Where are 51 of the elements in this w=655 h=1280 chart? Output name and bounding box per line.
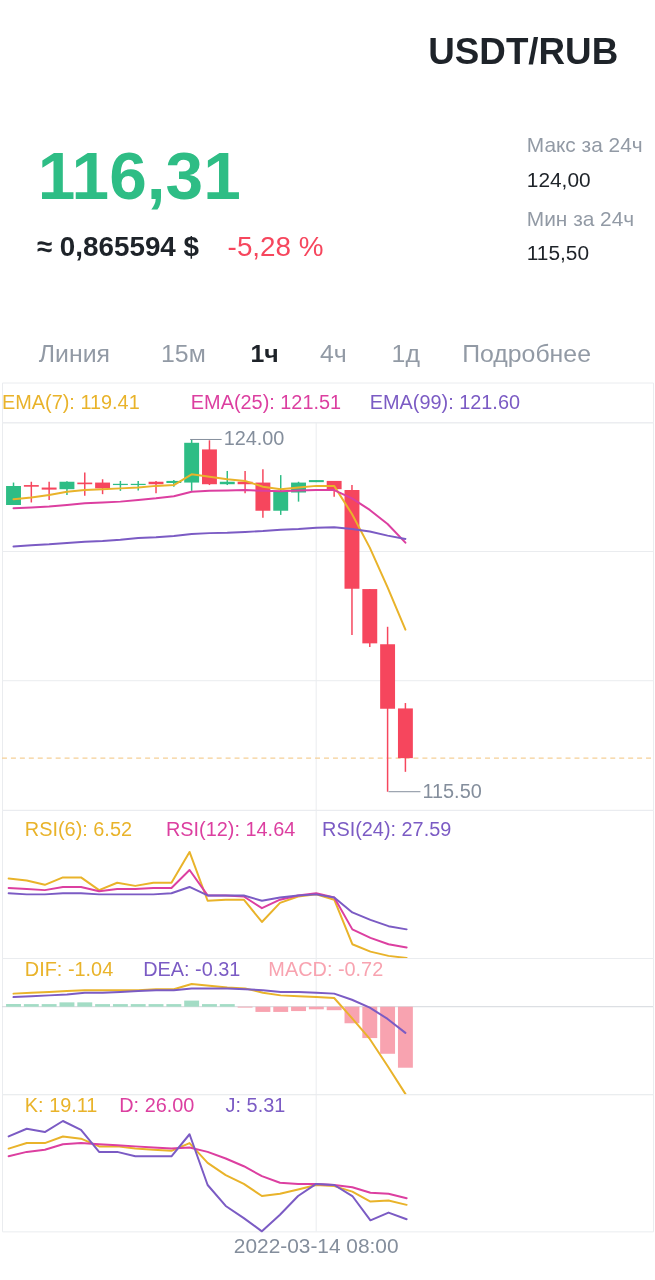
text: 4ч — [320, 339, 347, 367]
text: J: 5.31 — [225, 1094, 286, 1117]
bar — [202, 1004, 217, 1007]
text: RSI(24): 27.59 — [322, 817, 452, 840]
text: 115,50 — [526, 241, 590, 265]
series-label: DIF: -1.04 — [24, 957, 114, 980]
bar — [23, 1004, 39, 1007]
bar — [184, 1000, 200, 1007]
text: EMA(25): 121.51 — [190, 391, 342, 414]
candlestick — [23, 480, 39, 504]
bar — [219, 1004, 235, 1007]
candlestick — [273, 474, 289, 516]
text: 116,31 — [37, 137, 241, 213]
series-label: D: 26.00 — [119, 1094, 195, 1117]
text: -5,28 % — [227, 231, 324, 263]
text: USDT/RUB — [428, 31, 619, 73]
bar — [148, 1004, 164, 1007]
bar — [362, 1006, 378, 1039]
text: 115.50 — [422, 779, 482, 802]
series-label: K: 19.11 — [24, 1094, 98, 1117]
text: EMA(99): 121.60 — [369, 391, 520, 414]
series-label: DEA: -0.31 — [143, 957, 241, 980]
text: Макс за 24ч — [526, 132, 643, 156]
text: EMA(7): 119.41 — [1, 391, 140, 414]
text: 1д — [391, 339, 421, 367]
bar — [291, 1006, 306, 1012]
text: 15м — [161, 339, 206, 367]
text: RSI(6): 6.52 — [24, 817, 132, 840]
bar — [112, 1004, 128, 1007]
bar — [130, 1004, 146, 1007]
series-label: MACD: -0.72 — [268, 957, 384, 980]
text: Линия — [38, 339, 110, 367]
text: Мин за 24ч — [526, 207, 635, 231]
bar — [77, 1002, 93, 1007]
candlestick — [41, 480, 57, 501]
bar — [41, 1004, 57, 1007]
bar — [380, 1006, 396, 1054]
text: Подробнее — [462, 339, 591, 367]
annotation: 124.00 — [223, 427, 285, 450]
bar — [166, 1004, 182, 1007]
bar — [255, 1006, 271, 1012]
text: 2022-03-14 08:00 — [233, 1234, 399, 1258]
text: ≈ 0,865594 $ — [36, 231, 200, 263]
text: 1ч — [250, 339, 279, 367]
bar — [95, 1004, 111, 1007]
series-label: RSI(12): 14.64 — [165, 817, 296, 840]
bar — [397, 1006, 413, 1068]
text: 124,00 — [526, 167, 591, 191]
bar — [59, 1002, 75, 1007]
bar — [273, 1006, 289, 1012]
bar — [6, 1004, 21, 1007]
